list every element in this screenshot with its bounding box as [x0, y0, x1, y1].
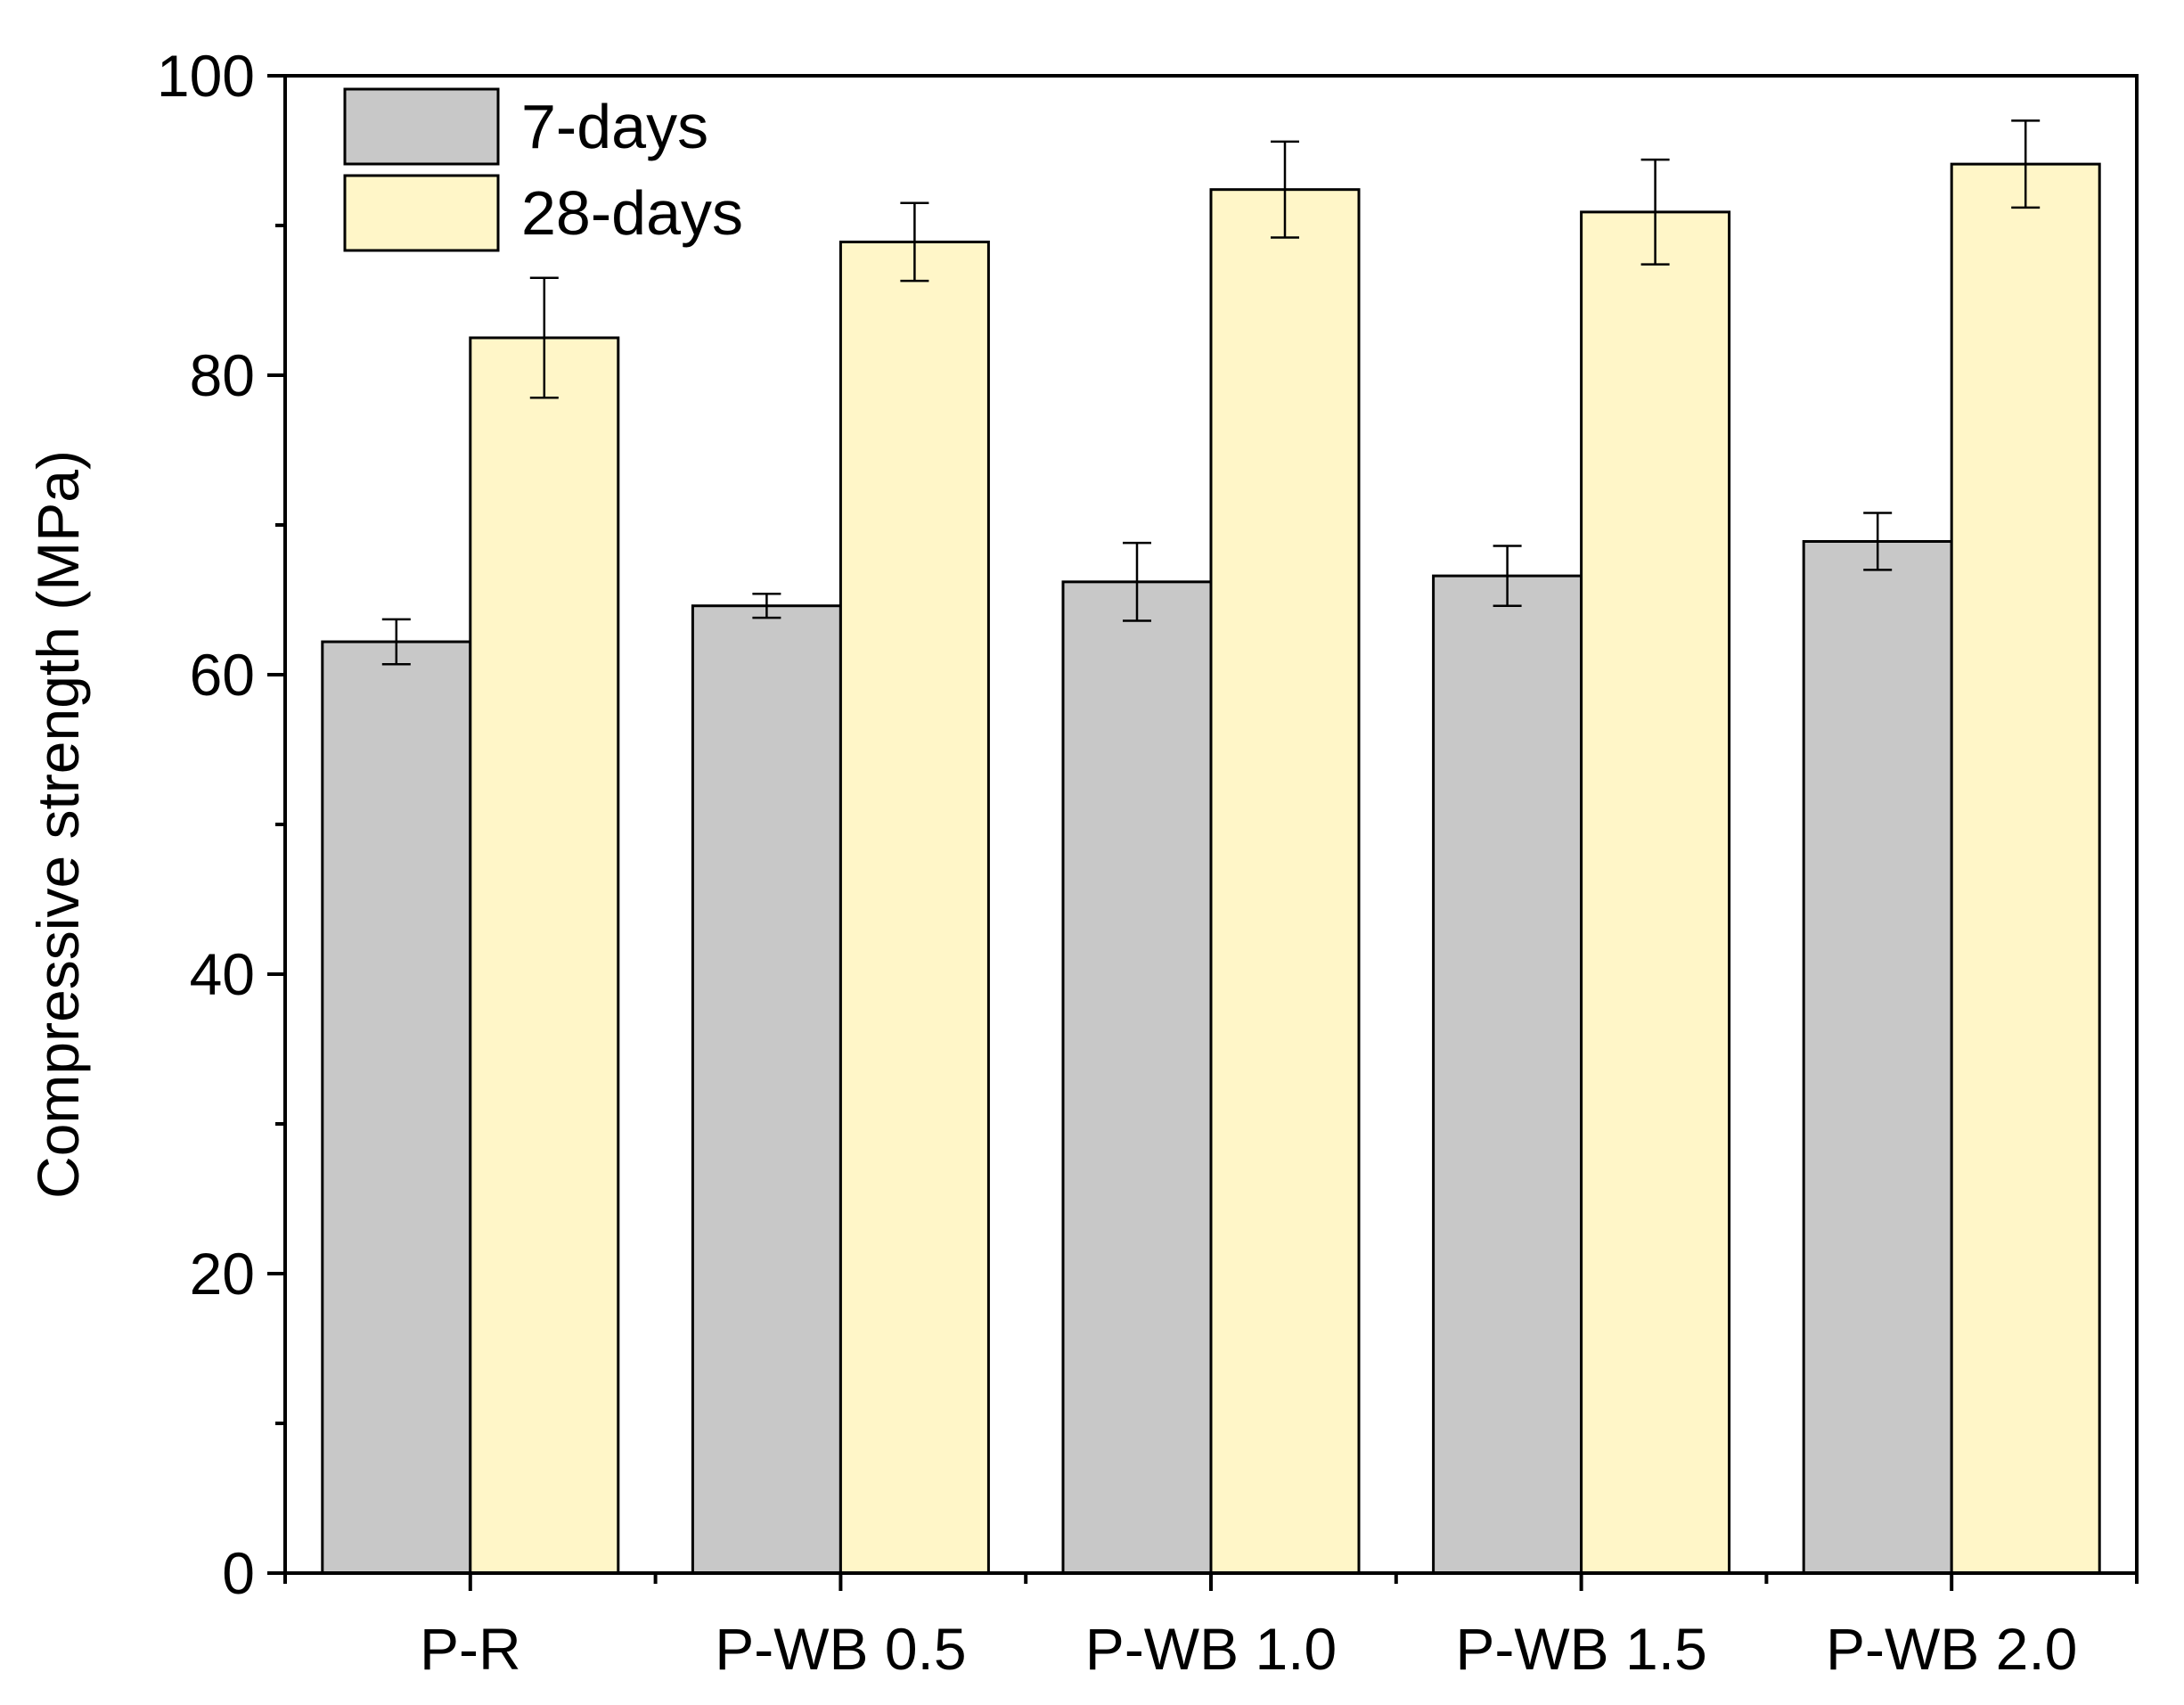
legend-label-7-days: 7-days [521, 92, 708, 161]
y-tick-label: 0 [222, 1540, 255, 1606]
y-tick-label: 60 [190, 642, 255, 708]
bar-28-days-P-WB 1.5 [1580, 210, 1731, 1575]
x-tick-label: P-R [420, 1616, 521, 1682]
bar-7-days-P-WB 1.5 [1432, 574, 1583, 1575]
bar-7-days-P-WB 1.0 [1061, 580, 1213, 1575]
bar-7-days-P-R [321, 640, 472, 1575]
x-tick-label: P-WB 1.0 [1085, 1616, 1337, 1682]
bar-7-days-P-WB 2.0 [1802, 539, 1953, 1575]
x-tick-label: P-WB 1.5 [1455, 1616, 1706, 1682]
bar-28-days-P-WB 1.0 [1209, 188, 1361, 1575]
y-tick-label: 80 [190, 342, 255, 408]
x-tick-label: P-WB 0.5 [715, 1616, 966, 1682]
error-bars-layer [381, 119, 2041, 666]
bar-28-days-P-R [469, 336, 620, 1575]
legend-swatch-7-days [343, 87, 500, 166]
x-tick-label: P-WB 2.0 [1826, 1616, 2077, 1682]
y-axis: 0 20 40 60 80 100 [157, 43, 285, 1606]
y-tick-label: 100 [157, 43, 255, 109]
legend-swatch-28-days [343, 174, 500, 252]
y-tick-label: 20 [190, 1241, 255, 1307]
legend-label-28-days: 28-days [521, 178, 743, 248]
bars-layer [321, 162, 2101, 1575]
legend: 7-days 28-days [343, 87, 743, 252]
bar-7-days-P-WB 0.5 [691, 604, 842, 1575]
x-axis: P-R P-WB 0.5 P-WB 1.0 P-WB 1.5 P-WB 2.0 [283, 1573, 2139, 1682]
y-axis-title: Compressive strength (MPa) [25, 450, 91, 1199]
bar-28-days-P-WB 0.5 [838, 240, 990, 1575]
bar-28-days-P-WB 2.0 [1950, 162, 2101, 1575]
y-tick-label: 40 [190, 941, 255, 1007]
